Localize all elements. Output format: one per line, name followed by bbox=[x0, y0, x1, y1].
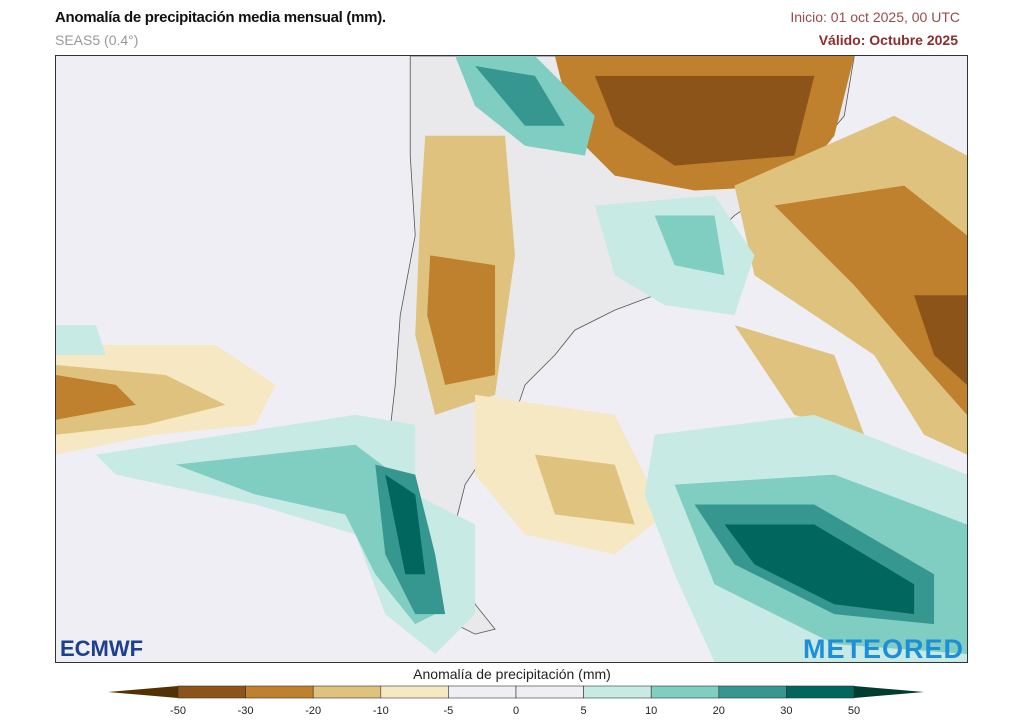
colorbar-segment bbox=[245, 685, 314, 699]
colorbar-tick-label: -10 bbox=[372, 705, 389, 717]
colorbar-title: Anomalía de precipitación (mm) bbox=[413, 666, 611, 682]
colorbar-segment bbox=[650, 685, 720, 699]
colorbar-segment bbox=[312, 685, 382, 699]
colorbar-segment bbox=[380, 685, 449, 699]
colorbar-segment bbox=[583, 685, 652, 699]
colorbar-tick-label: 20 bbox=[712, 705, 725, 717]
colorbar-tick-label: 30 bbox=[780, 705, 793, 717]
precipitation-anomaly-map bbox=[55, 55, 968, 663]
map-title: Anomalía de precipitación media mensual … bbox=[55, 9, 386, 26]
colorbar-tick-label: 5 bbox=[580, 705, 587, 717]
colorbar-tick-label: -30 bbox=[237, 705, 254, 717]
dry-anomaly-regions bbox=[56, 56, 967, 555]
colorbar-tick-label: 0 bbox=[512, 705, 520, 717]
colorbar-tick-label: -20 bbox=[305, 705, 322, 717]
ecmwf-logo: ECMWF bbox=[60, 636, 144, 661]
colorbar-under-triangle bbox=[108, 686, 178, 698]
colorbar-segment bbox=[177, 685, 246, 699]
colorbar-segment bbox=[718, 685, 787, 699]
init-time: Inicio: 01 oct 2025, 00 UTC bbox=[790, 9, 960, 25]
colorbar bbox=[108, 685, 924, 699]
colorbar-segment bbox=[786, 685, 855, 699]
colorbar-tick-label: -50 bbox=[170, 705, 186, 717]
colorbar-segment bbox=[448, 685, 517, 699]
meteored-logo: METEORED bbox=[802, 634, 964, 664]
colorbar-segment bbox=[515, 685, 584, 699]
wet-anomaly-regions bbox=[56, 56, 967, 662]
colorbar-tick-label: 50 bbox=[847, 705, 861, 717]
colorbar-tick-label: 10 bbox=[645, 705, 658, 717]
model-label: SEAS5 (0.4°) bbox=[55, 32, 139, 48]
colorbar-tick-label: -5 bbox=[443, 705, 454, 717]
colorbar-over-triangle bbox=[854, 686, 924, 698]
valid-period: Válido: Octubre 2025 bbox=[818, 32, 958, 48]
